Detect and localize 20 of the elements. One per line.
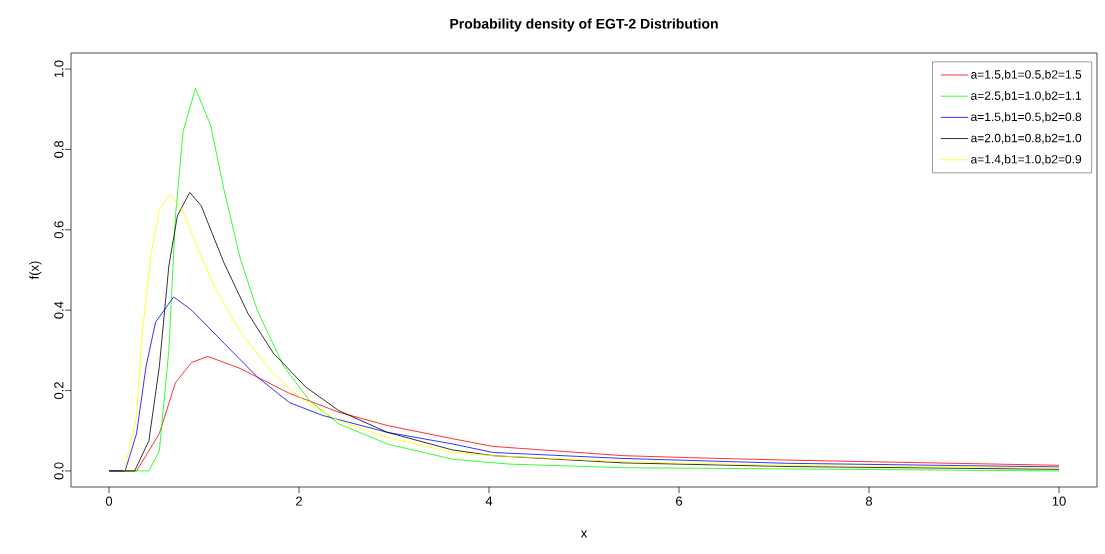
x-tick-label: 8	[865, 496, 873, 506]
y-tick-label: 0.2	[54, 382, 64, 400]
y-tick-label: 0.0	[54, 462, 64, 480]
x-axis-title: x	[580, 530, 588, 538]
x-tick-label: 6	[676, 496, 683, 506]
legend-label: a=1.5,b1=0.5,b2=1.5	[971, 69, 1082, 81]
y-tick-label: 0.6	[54, 221, 64, 239]
x-tick-label: 4	[485, 496, 493, 506]
x-tick-label: 2	[296, 496, 302, 506]
chart-title: Probability density of EGT-2 Distribution	[450, 18, 718, 32]
y-tick-label: 0.4	[54, 301, 64, 319]
y-tick-label: 1.0	[54, 60, 64, 78]
legend-label: a=1.4,b1=1.0,b2=0.9	[971, 154, 1082, 165]
x-tick-label: 0	[105, 496, 113, 506]
legend-label: a=2.5,b1=1.0,b2=1.1	[971, 91, 1082, 102]
y-axis-title: f(x)	[29, 261, 42, 280]
x-tick-label: 10	[1052, 496, 1066, 506]
legend-label: a=2.0,b1=0.8,b2=1.0	[971, 133, 1082, 144]
legend-label: a=1.5,b1=0.5,b2=0.8	[971, 112, 1082, 123]
y-tick-label: 0.8	[54, 140, 64, 158]
